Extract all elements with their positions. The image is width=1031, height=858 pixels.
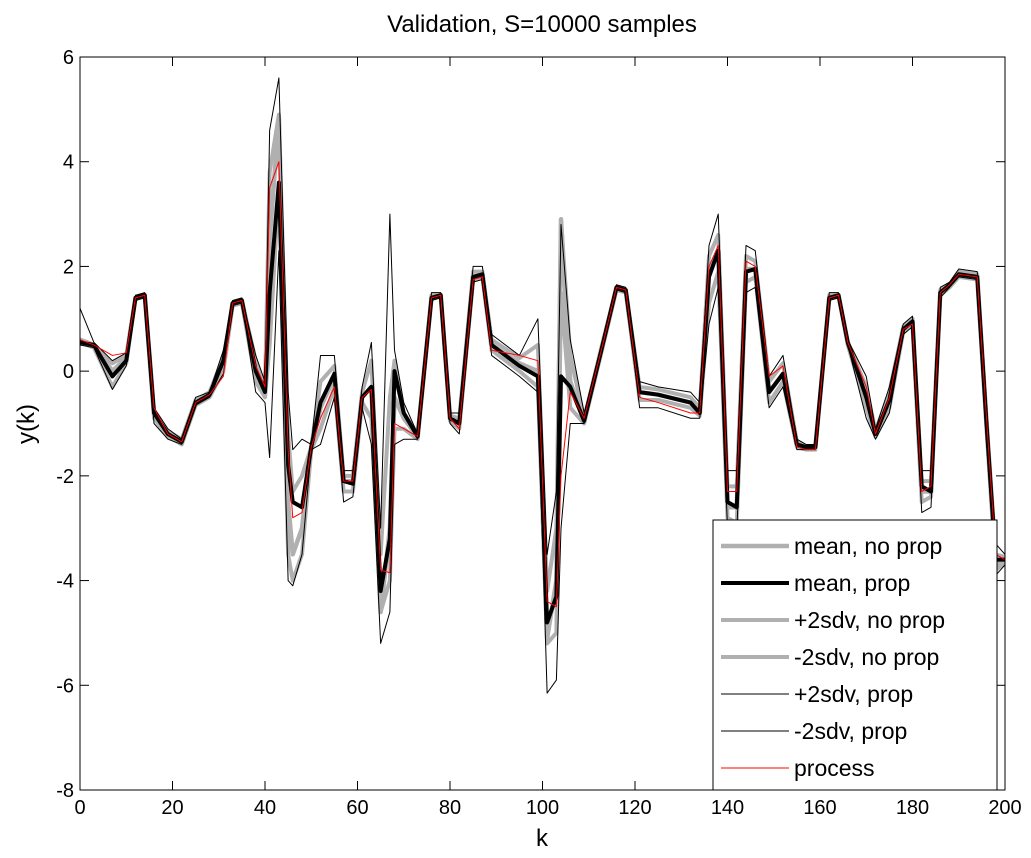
y-tick-label: -4 [56,571,74,593]
legend-label: -2sdv, prop [794,718,907,744]
x-tick-label: 80 [439,797,461,819]
lines [80,77,1005,694]
chart-title: Validation, S=10000 samples [387,11,697,38]
legend-label: mean, prop [794,570,910,596]
x-tick-label: 60 [346,797,368,819]
legend-label: mean, no prop [794,533,942,559]
y-tick-label: 4 [63,152,74,174]
legend: mean, no prop mean, prop +2sdv, no prop -2s… [712,519,998,791]
y-tick-label: 0 [63,361,74,383]
series-line [80,250,1005,694]
x-tick-label: 0 [74,797,85,819]
y-tick-label: 2 [63,256,74,278]
y-tick-label: 6 [63,47,74,69]
x-tick-label: 20 [161,797,183,819]
y-tick-label: -6 [56,675,74,697]
axes: 0 20 40 60 80 100 120 140 160 180 200 -8 -6 -4 -2 0 2 4 6 [56,47,1021,819]
x-tick-label: 200 [988,797,1021,819]
legend-label: process [794,755,875,781]
x-tick-label: 100 [526,797,559,819]
legend-label: +2sdv, prop [794,681,913,707]
x-tick-label: 160 [803,797,836,819]
y-tick-label: -2 [56,466,74,488]
legend-label: +2sdv, no prop [794,607,945,633]
series-line [80,180,1005,625]
x-tick-label: 40 [254,797,276,819]
y-axis-label: y(k) [13,404,40,444]
x-tick-label: 120 [618,797,651,819]
x-tick-label: 140 [711,797,744,819]
series-line [80,161,1005,608]
x-tick-label: 180 [896,797,929,819]
x-axis-label: k [536,825,549,852]
legend-label: -2sdv, no prop [794,644,939,670]
y-tick-label: -8 [56,780,74,802]
